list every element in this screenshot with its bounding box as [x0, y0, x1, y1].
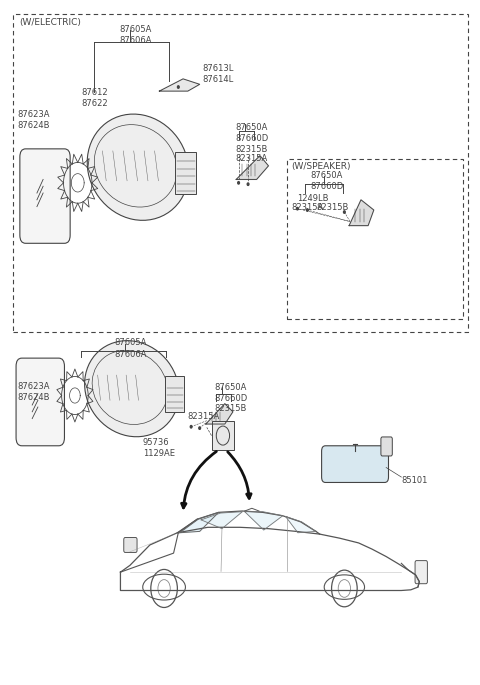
FancyBboxPatch shape — [415, 560, 427, 584]
Text: 87650A
87660D: 87650A 87660D — [310, 171, 344, 191]
Bar — [13, 14, 468, 332]
Circle shape — [199, 427, 201, 429]
Ellipse shape — [84, 340, 179, 437]
Polygon shape — [201, 512, 242, 529]
Ellipse shape — [324, 575, 364, 599]
Circle shape — [190, 425, 192, 428]
Text: 82315B: 82315B — [317, 203, 349, 212]
Text: 82315A: 82315A — [188, 412, 220, 421]
FancyBboxPatch shape — [124, 538, 137, 552]
Text: 87605A
87606A: 87605A 87606A — [119, 25, 152, 45]
Text: 87605A
87606A: 87605A 87606A — [114, 338, 147, 358]
Text: (W/ELECTRIC): (W/ELECTRIC) — [19, 18, 81, 27]
Circle shape — [297, 208, 298, 210]
Text: 82315A: 82315A — [291, 203, 324, 212]
Text: 87623A
87624B: 87623A 87624B — [17, 382, 49, 402]
Text: 87650A
87660D: 87650A 87660D — [214, 383, 247, 403]
Text: 1249LB: 1249LB — [297, 195, 328, 203]
Text: (W/SPEAKER): (W/SPEAKER) — [292, 162, 351, 171]
Circle shape — [238, 182, 240, 184]
Circle shape — [307, 209, 308, 211]
Polygon shape — [245, 512, 283, 530]
Text: 85101: 85101 — [401, 476, 428, 486]
Polygon shape — [159, 79, 200, 91]
Text: 87612
87622: 87612 87622 — [81, 88, 108, 108]
Text: 87650A
87660D: 87650A 87660D — [235, 123, 268, 143]
Text: 95736
1129AE: 95736 1129AE — [143, 438, 175, 458]
Text: 82315B: 82315B — [235, 145, 268, 154]
Ellipse shape — [143, 574, 185, 600]
Bar — [165, 377, 184, 412]
Bar — [212, 421, 234, 450]
Text: 87613L
87614L: 87613L 87614L — [202, 64, 233, 84]
Text: 82315B: 82315B — [214, 403, 246, 412]
FancyBboxPatch shape — [322, 446, 388, 482]
Polygon shape — [286, 516, 316, 533]
Ellipse shape — [87, 114, 189, 221]
FancyBboxPatch shape — [20, 149, 70, 243]
Circle shape — [178, 86, 179, 88]
FancyBboxPatch shape — [381, 437, 392, 456]
Polygon shape — [236, 155, 268, 179]
Polygon shape — [206, 403, 233, 424]
FancyBboxPatch shape — [16, 358, 64, 446]
Circle shape — [247, 183, 249, 186]
Text: 87623A
87624B: 87623A 87624B — [17, 110, 49, 130]
Polygon shape — [180, 512, 219, 533]
Circle shape — [344, 211, 345, 213]
Text: 82315A: 82315A — [235, 153, 267, 162]
Bar — [288, 159, 463, 319]
Bar — [175, 152, 196, 195]
Polygon shape — [349, 200, 374, 225]
